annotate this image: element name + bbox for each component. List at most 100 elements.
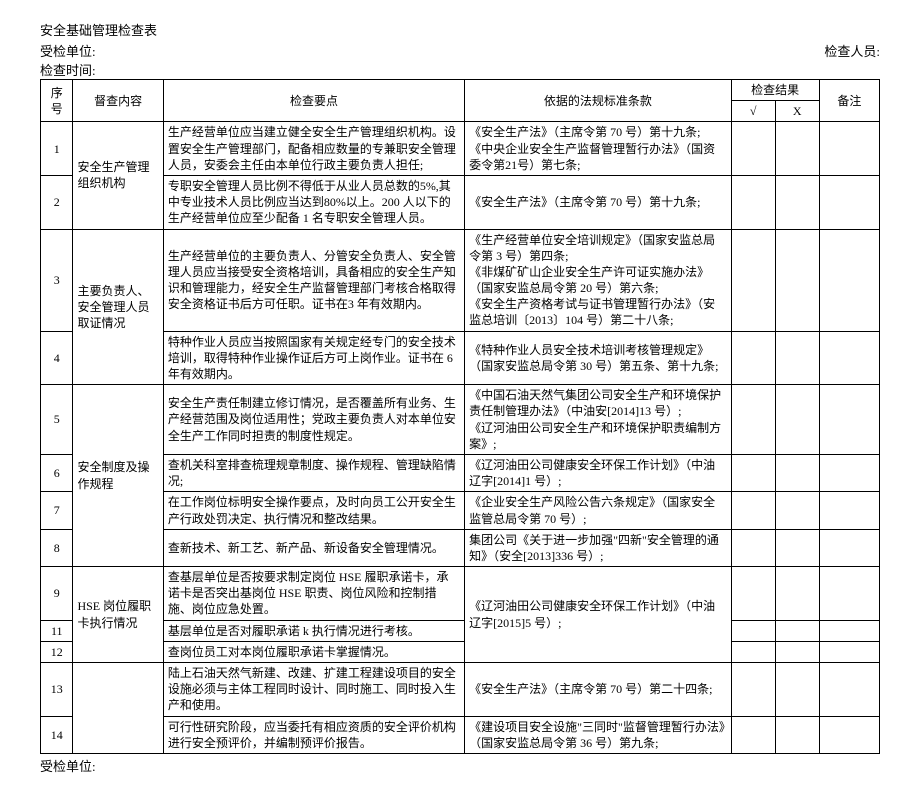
cell-remark [819, 385, 879, 455]
cell-check-no [775, 567, 819, 621]
cell-remark [819, 641, 879, 662]
cell-check-no [775, 122, 819, 176]
cell-point: 查基层单位是否按要求制定岗位 HSE 履职承诺卡，承诺卡是否突出基岗位 HSE … [163, 567, 464, 621]
cell-point: 特种作业人员应当按照国家有关规定经专门的安全技术培训，取得特种作业操作证后方可上… [163, 331, 464, 385]
cell-check-no [775, 716, 819, 753]
cell-point: 生产经营单位的主要负责人、分管安全负责人、安全管理人员应当接受安全资格培训，具备… [163, 229, 464, 331]
cell-point: 专职安全管理人员比例不得低于从业人员总数的5%,其中专业技术人员比例应当达到80… [163, 175, 464, 229]
cell-basis: 《特种作业人员安全技术培训考核管理规定》（国家安监总局令第 30 号）第五条、第… [465, 331, 732, 385]
cell-num: 1 [41, 122, 73, 176]
col-basis: 依据的法规标准条款 [465, 80, 732, 122]
col-num: 序号 [41, 80, 73, 122]
table-row: 6 查机关科室排查梳理规章制度、操作规程、管理缺陷情况;《辽河油田公司健康安全环保… [41, 454, 880, 491]
cell-num: 6 [41, 454, 73, 491]
header-row: 受检单位: 检查人员: [40, 41, 880, 60]
cell-remark [819, 331, 879, 385]
table-row: 7 在工作岗位标明安全操作要点，及时向员工公开安全生产行政处罚决定、执行情况和整改… [41, 492, 880, 529]
time-label: 检查时间: [40, 60, 880, 79]
cell-check-no [775, 492, 819, 529]
table-row: 11基层单位是否对履职承诺 k 执行情况进行考核。 [41, 620, 880, 641]
cell-basis: 集团公司《关于进一步加强"四新"安全管理的通知》（安全[2013]336 号）; [465, 529, 732, 566]
cell-remark [819, 529, 879, 566]
cell-check-no [775, 175, 819, 229]
table-row: 3主要负责人、安全管理人员取证情况生产经营单位的主要负责人、分管安全负责人、安全… [41, 229, 880, 331]
table-row: 9HSE 岗位履职卡执行情况查基层单位是否按要求制定岗位 HSE 履职承诺卡，承… [41, 567, 880, 621]
cell-check-no [775, 641, 819, 662]
cell-remark [819, 122, 879, 176]
cell-check-yes [731, 641, 775, 662]
cell-check-no [775, 454, 819, 491]
cell-remark [819, 663, 879, 717]
footer-unit-label: 受检单位: [40, 756, 880, 775]
cell-num: 12 [41, 641, 73, 662]
cell-point: 生产经营单位应当建立健全安全生产管理组织机构。设置安全生产管理部门，配备相应数量… [163, 122, 464, 176]
col-check-no: X [775, 101, 819, 122]
col-point: 检查要点 [163, 80, 464, 122]
cell-point: 安全生产责任制建立修订情况，是否覆盖所有业务、生产经营范围及岗位适用性；党政主要… [163, 385, 464, 455]
cell-check-no [775, 663, 819, 717]
table-row: 13 陆上石油天然气新建、改建、扩建工程建设项目的安全设施必须与主体工程同时设计、… [41, 663, 880, 717]
cell-remark [819, 567, 879, 621]
cell-check-no [775, 385, 819, 455]
cell-basis: 《安全生产法》（主席令第 70 号）第十九条; [465, 175, 732, 229]
table-row: 14 可行性研究阶段，应当委托有相应资质的安全评价机构进行安全预评价，并编制预评价… [41, 716, 880, 753]
cell-basis: 《辽河油田公司健康安全环保工作计划》（中油辽字[2015]5 号）; [465, 567, 732, 663]
col-remark: 备注 [819, 80, 879, 122]
cell-check-no [775, 529, 819, 566]
cell-category: 安全制度及操作规程 [73, 385, 163, 567]
cell-check-yes [731, 385, 775, 455]
header-row-1: 序号 督查内容 检查要点 依据的法规标准条款 检查结果 备注 [41, 80, 880, 101]
table-row: 1安全生产管理组织机构生产经营单位应当建立健全安全生产管理组织机构。设置安全生产… [41, 122, 880, 176]
cell-check-yes [731, 663, 775, 717]
col-check-yes: √ [731, 101, 775, 122]
cell-category: 安全生产管理组织机构 [73, 122, 163, 229]
inspection-table: 序号 督查内容 检查要点 依据的法规标准条款 检查结果 备注 √ X 1安全生产… [40, 79, 880, 754]
cell-check-yes [731, 567, 775, 621]
cell-category [73, 663, 163, 754]
cell-basis: 《安全生产法》（主席令第 70 号）第十九条;《中央企业安全生产监督管理暂行办法… [465, 122, 732, 176]
cell-point: 可行性研究阶段，应当委托有相应资质的安全评价机构进行安全预评价，并编制预评价报告… [163, 716, 464, 753]
page-title: 安全基础管理检查表 [40, 20, 880, 39]
cell-check-yes [731, 529, 775, 566]
cell-num: 13 [41, 663, 73, 717]
cell-check-no [775, 229, 819, 331]
cell-check-no [775, 331, 819, 385]
col-category: 督查内容 [73, 80, 163, 122]
table-row: 5安全制度及操作规程安全生产责任制建立修订情况，是否覆盖所有业务、生产经营范围及… [41, 385, 880, 455]
cell-remark [819, 454, 879, 491]
cell-basis: 《辽河油田公司健康安全环保工作计划》（中油辽字[2014]1 号）; [465, 454, 732, 491]
cell-num: 4 [41, 331, 73, 385]
cell-check-yes [731, 454, 775, 491]
cell-remark [819, 175, 879, 229]
cell-remark [819, 716, 879, 753]
cell-num: 14 [41, 716, 73, 753]
inspector-label: 检查人员: [824, 41, 880, 60]
cell-check-yes [731, 229, 775, 331]
cell-point: 在工作岗位标明安全操作要点，及时向员工公开安全生产行政处罚决定、执行情况和整改结… [163, 492, 464, 529]
cell-basis: 《安全生产法》（主席令第 70 号）第二十四条; [465, 663, 732, 717]
cell-point: 陆上石油天然气新建、改建、扩建工程建设项目的安全设施必须与主体工程同时设计、同时… [163, 663, 464, 717]
cell-category: 主要负责人、安全管理人员取证情况 [73, 229, 163, 385]
unit-label: 受检单位: [40, 41, 96, 60]
cell-num: 11 [41, 620, 73, 641]
cell-point: 查机关科室排查梳理规章制度、操作规程、管理缺陷情况; [163, 454, 464, 491]
cell-category: HSE 岗位履职卡执行情况 [73, 567, 163, 663]
cell-check-yes [731, 492, 775, 529]
cell-check-yes [731, 620, 775, 641]
table-row: 4 特种作业人员应当按照国家有关规定经专门的安全技术培训，取得特种作业操作证后方可… [41, 331, 880, 385]
cell-remark [819, 620, 879, 641]
cell-remark [819, 492, 879, 529]
cell-num: 7 [41, 492, 73, 529]
cell-basis: 《中国石油天然气集团公司安全生产和环境保护责任制管理办法》（中油安[2014]1… [465, 385, 732, 455]
table-row: 2专职安全管理人员比例不得低于从业人员总数的5%,其中专业技术人员比例应当达到8… [41, 175, 880, 229]
cell-point: 查新技术、新工艺、新产品、新设备安全管理情况。 [163, 529, 464, 566]
cell-num: 5 [41, 385, 73, 455]
cell-point: 查岗位员工对本岗位履职承诺卡掌握情况。 [163, 641, 464, 662]
cell-num: 9 [41, 567, 73, 621]
cell-check-no [775, 620, 819, 641]
cell-num: 8 [41, 529, 73, 566]
cell-num: 3 [41, 229, 73, 331]
cell-basis: 《建设项目安全设施"三同时"监督管理暂行办法》（国家安监总局令第 36 号）第九… [465, 716, 732, 753]
cell-check-yes [731, 716, 775, 753]
cell-basis: 《企业安全生产风险公告六条规定》（国家安全监管总局令第 70 号）; [465, 492, 732, 529]
